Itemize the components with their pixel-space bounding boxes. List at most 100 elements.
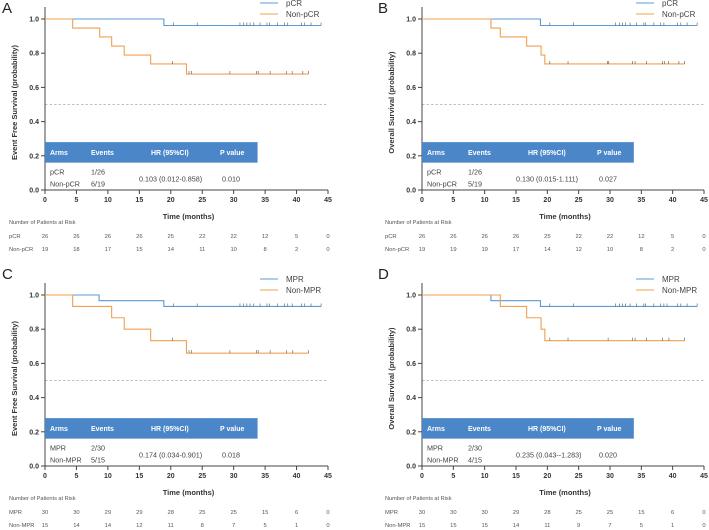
y-tick-label: 0.6 [406, 85, 416, 92]
risk-value: 11 [199, 247, 205, 253]
y-tick-label: 1.0 [406, 17, 416, 24]
x-tick-label: 35 [637, 197, 645, 204]
risk-value: 29 [513, 510, 519, 516]
legend-label-pcr: pCR [286, 0, 302, 8]
x-tick-label: 30 [606, 473, 614, 480]
legend-label-mpr: MPR [286, 275, 304, 284]
risk-value: 9 [577, 523, 580, 529]
stats-arm-2: Non-MPR [50, 456, 82, 465]
stats-hr-value: 0.174 (0.034-0.901) [139, 451, 202, 460]
km-curve-pcr [45, 18, 322, 27]
y-tick-label: 0.6 [406, 361, 416, 368]
panel-letter: B [378, 0, 388, 17]
y-tick-label: 0.2 [406, 429, 416, 436]
x-tick-label: 40 [669, 473, 677, 480]
y-axis-title: Event Free Survival (probability) [10, 44, 19, 160]
x-tick-label: 25 [575, 473, 583, 480]
risk-value: 28 [168, 510, 174, 516]
stats-events-1: 2/30 [91, 444, 105, 453]
legend-label-mpr: MPR [662, 275, 680, 284]
stats-header-arms: Arms [427, 150, 445, 157]
risk-value: 14 [73, 523, 80, 529]
risk-value: 25 [199, 510, 205, 516]
stats-events-1: 2/30 [468, 444, 482, 453]
risk-value: 5 [263, 523, 266, 529]
risk-row-label: Non-MPR [9, 523, 34, 529]
panel-c: C0.00.20.40.60.81.00 5 10 15 20 25 30 35 40 45Tim… [2, 266, 332, 529]
risk-value: 10 [230, 247, 236, 253]
km-curve-mpr [45, 294, 322, 308]
stats-hr-value: 0.103 (0.012-0.858) [139, 175, 202, 184]
y-tick-label: 0.0 [29, 188, 39, 195]
x-tick-label: 30 [606, 197, 614, 204]
y-tick-label: 0.0 [406, 188, 416, 195]
x-tick-label: 35 [637, 473, 645, 480]
legend-label-pcr: pCR [662, 0, 678, 8]
risk-value: 6 [295, 510, 298, 516]
risk-value: 15 [638, 510, 644, 516]
risk-value: 17 [513, 247, 519, 253]
y-tick-label: 0.6 [29, 361, 39, 368]
y-tick-label: 0.0 [406, 464, 416, 471]
x-tick-label: 10 [481, 197, 489, 204]
y-tick-label: 0.8 [406, 51, 416, 58]
x-tick-label: 10 [104, 197, 112, 204]
y-tick-label: 0.2 [29, 429, 39, 436]
risk-value: 26 [481, 234, 487, 240]
stats-header-events: Events [91, 150, 114, 157]
x-tick-label: 5 [451, 197, 455, 204]
stats-header-hr: HR (95%CI) [528, 150, 566, 157]
risk-value: 19 [419, 247, 425, 253]
risk-value: 12 [136, 523, 142, 529]
risk-value: 0 [326, 510, 329, 516]
risk-value: 26 [73, 234, 79, 240]
stats-header-p-value: P value [220, 426, 244, 433]
x-tick-label: 25 [198, 197, 206, 204]
km-curve-non-pcr [45, 18, 309, 75]
risk-value: 25 [230, 510, 236, 516]
x-axis-title: Time (months) [539, 488, 591, 497]
panel-b: B0.00.20.40.60.81.00 5 10 15 20 25 30 35 40 45Tim… [378, 0, 708, 253]
risk-value: 22 [575, 234, 581, 240]
risk-row-label: pCR [9, 234, 21, 240]
risk-value: 17 [105, 247, 111, 253]
risk-value: 6 [671, 510, 674, 516]
x-tick-label: 10 [104, 473, 112, 480]
risk-value: 0 [702, 247, 705, 253]
risk-value: 0 [702, 523, 705, 529]
x-tick-label: 35 [261, 197, 269, 204]
stats-events-1: 1/26 [91, 168, 105, 177]
risk-value: 14 [168, 247, 175, 253]
risk-value: 8 [201, 523, 204, 529]
stats-header-p-value: P value [220, 150, 244, 157]
risk-value: 29 [136, 510, 142, 516]
risk-value: 5 [640, 523, 643, 529]
panel-letter: D [378, 266, 389, 283]
km-curve-pcr [422, 18, 698, 27]
risk-row-label: MPR [9, 510, 22, 516]
risk-value: 15 [42, 523, 48, 529]
x-tick-label: 0 [420, 473, 424, 480]
y-tick-label: 0.4 [29, 395, 39, 402]
legend-label-non-pcr: Non-pCR [662, 10, 696, 19]
risk-value: 30 [450, 510, 456, 516]
risk-value: 26 [450, 234, 456, 240]
risk-value: 25 [168, 234, 174, 240]
risk-value: 15 [419, 523, 425, 529]
x-tick-label: 20 [543, 197, 551, 204]
risk-value: 28 [544, 510, 550, 516]
x-tick-label: 15 [135, 197, 143, 204]
x-axis-title: Time (months) [163, 488, 215, 497]
x-tick-label: 35 [261, 473, 269, 480]
x-tick-label: 20 [167, 197, 175, 204]
x-tick-label: 45 [324, 197, 332, 204]
x-tick-label: 0 [43, 473, 47, 480]
stats-arm-1: MPR [50, 444, 66, 453]
x-tick-label: 20 [543, 473, 551, 480]
risk-value: 22 [199, 234, 205, 240]
risk-value: 1 [671, 523, 674, 529]
x-tick-label: 45 [700, 197, 708, 204]
stats-table-header [45, 418, 258, 439]
risk-value: 22 [230, 234, 236, 240]
